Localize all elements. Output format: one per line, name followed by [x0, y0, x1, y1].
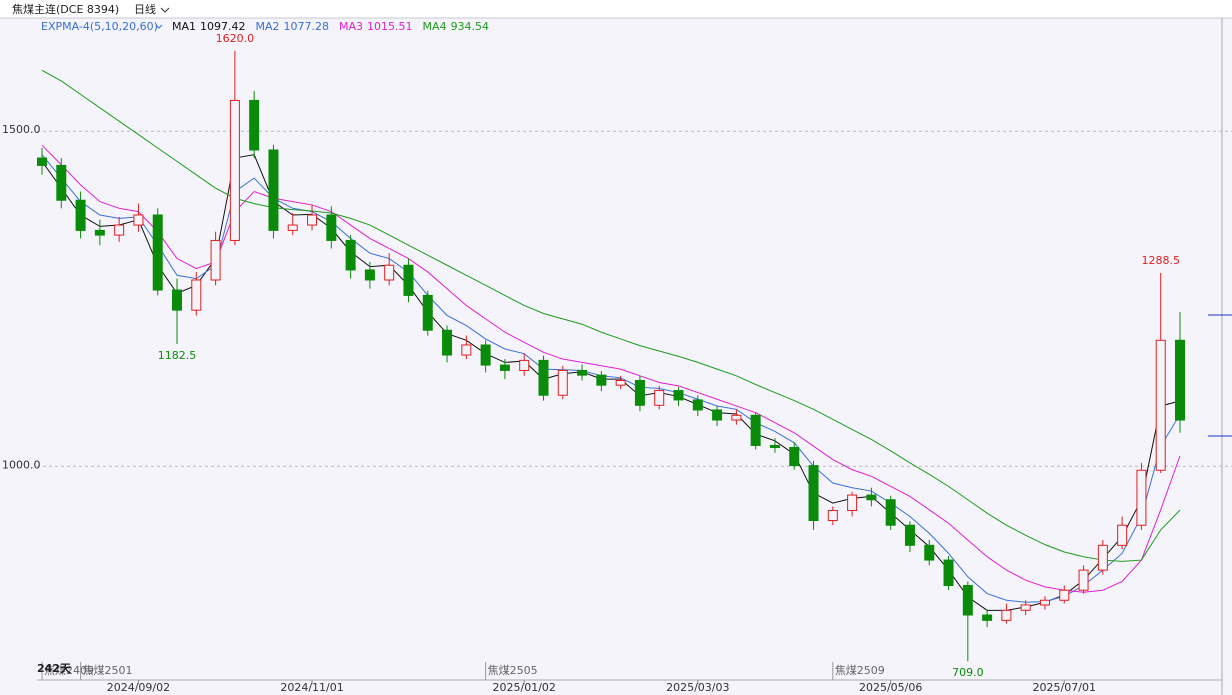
candle-body — [654, 390, 665, 406]
candle-body — [94, 229, 105, 236]
candle-body — [1117, 524, 1128, 546]
candle-body — [789, 446, 800, 467]
x-tick-label: 2025/05/06 — [859, 681, 922, 694]
candle-body — [480, 344, 491, 366]
candle-body — [847, 494, 858, 511]
candle-body — [1136, 469, 1147, 526]
symbol[interactable]: 焦煤主连(DCE 8394) — [12, 3, 119, 16]
candle-body — [750, 414, 761, 446]
x-tick-label: 2025/07/01 — [1033, 681, 1096, 694]
candle-body — [1059, 589, 1070, 601]
header-bar — [0, 0, 1232, 18]
candle-body — [557, 369, 568, 396]
candle-body — [268, 149, 279, 231]
candle-body — [384, 264, 395, 281]
extreme-label: 1182.5 — [158, 349, 197, 362]
candle-body — [1155, 339, 1166, 471]
indicator-caret[interactable] — [155, 24, 163, 29]
candle-body — [133, 214, 144, 226]
candle-body — [114, 224, 125, 236]
x-tick-label: 2025/03/03 — [666, 681, 729, 694]
y-tick-label: 1000.0 — [2, 458, 41, 471]
candle-body — [692, 399, 703, 411]
candle-body — [422, 294, 433, 331]
candle-body — [1020, 604, 1031, 611]
candle-body — [712, 409, 723, 421]
candle-body — [442, 329, 453, 356]
legend-value: 934.54 — [451, 20, 490, 33]
x-tick-label: 2025/01/02 — [493, 681, 556, 694]
legend-name: MA4 — [423, 20, 447, 33]
candle-body — [287, 224, 298, 231]
candle-body — [37, 157, 47, 166]
candle-body — [364, 269, 375, 281]
candle-body — [249, 99, 260, 151]
candle-body — [1175, 339, 1185, 421]
candle-body — [1078, 569, 1089, 591]
candle-body — [152, 214, 163, 291]
candle-body — [885, 499, 896, 526]
contract-label: 焦煤2501 — [83, 664, 133, 677]
legend: MA1 1097.42 MA2 1077.28 MA3 1015.51 MA4 934.54 — [172, 20, 489, 33]
contract-label: 焦煤2409 — [44, 664, 94, 677]
period-caret[interactable] — [160, 7, 170, 13]
candle-body — [1039, 599, 1050, 606]
candle-body — [769, 444, 780, 448]
candle-body — [577, 369, 588, 376]
candle-body — [962, 585, 973, 616]
candle-body — [924, 544, 935, 561]
candle-body — [808, 465, 819, 522]
candle-body — [904, 524, 915, 546]
x-tick-label: 2024/11/01 — [280, 681, 343, 694]
legend-name: MA3 — [339, 20, 363, 33]
y-tick-label: 1500.0 — [2, 123, 41, 136]
extreme-label: 709.0 — [952, 666, 984, 679]
legend-name: MA2 — [256, 20, 280, 33]
legend-name: MA1 — [172, 20, 196, 33]
candle-body — [210, 239, 221, 281]
candle-body — [538, 359, 549, 396]
candle-body — [634, 379, 645, 406]
candle-body — [596, 374, 607, 386]
legend-value: 1097.42 — [200, 20, 246, 33]
x-tick-label: 2024/09/02 — [107, 681, 170, 694]
candle-body — [731, 414, 742, 421]
plot: 1000.0 1500.0 2024/09/02 2024/11/01 2025/01/… — [2, 32, 1232, 694]
legend-value: 1015.51 — [367, 20, 413, 33]
candle-body — [75, 199, 86, 231]
candle-body — [326, 214, 337, 241]
candle-body — [982, 614, 993, 621]
candle-body — [461, 344, 472, 356]
candle-body — [229, 99, 240, 241]
candle-body — [191, 279, 202, 311]
candle-body — [1001, 609, 1012, 621]
candle-body — [172, 289, 183, 311]
days-label: 242天 — [37, 662, 72, 675]
candle-body — [56, 164, 67, 201]
candle-body — [866, 494, 877, 501]
extreme-label: 1288.5 — [1141, 254, 1180, 267]
extreme-label: 1620.0 — [216, 32, 255, 45]
candle-body — [943, 559, 954, 587]
indicator[interactable]: EXPMA-4(5,10,20,60) — [41, 20, 158, 33]
candle-body — [673, 390, 684, 401]
candle-body — [615, 379, 626, 386]
contract-label: 焦煤2505 — [488, 664, 538, 677]
candle-body — [1097, 544, 1108, 571]
candle-body — [307, 214, 318, 226]
contract-label: 焦煤2509 — [835, 664, 885, 677]
period[interactable]: 日线 — [134, 2, 156, 16]
candle-body — [827, 509, 838, 522]
candle-body — [499, 364, 510, 371]
candle-body — [403, 264, 414, 296]
candle-body — [519, 359, 530, 371]
candle-body — [345, 239, 356, 271]
legend-value: 1077.28 — [284, 20, 330, 33]
